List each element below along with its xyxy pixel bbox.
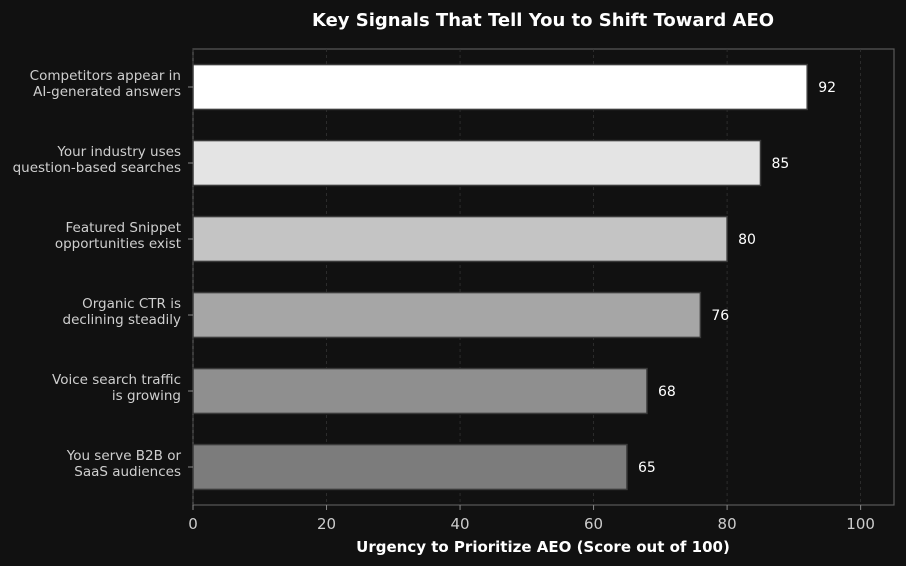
- category-label: Your industry uses question-based searche…: [13, 144, 181, 176]
- category-label-line: Voice search traffic: [52, 372, 181, 388]
- category-label-line: Organic CTR is: [82, 296, 181, 312]
- bar-value-label: 80: [738, 232, 756, 248]
- bar-value-label: 92: [818, 80, 836, 96]
- category-label-line: AI-generated answers: [33, 84, 181, 100]
- x-axis-label: Urgency to Prioritize AEO (Score out of …: [356, 538, 730, 556]
- category-label-line: declining steadily: [63, 312, 182, 328]
- x-tick-label: 20: [317, 515, 336, 533]
- category-label-line: You serve B2B or: [66, 448, 182, 464]
- x-tick-label: 0: [188, 515, 198, 533]
- bar: [192, 367, 648, 415]
- bar: [192, 291, 702, 339]
- category-label: Featured Snippet opportunities exist: [55, 220, 181, 252]
- category-label: You serve B2B or SaaS audiences: [66, 448, 182, 480]
- category-label-line: Competitors appear in: [30, 68, 181, 84]
- category-label: Voice search traffic is growing: [52, 372, 181, 404]
- bar: [192, 443, 628, 491]
- bar: [192, 139, 762, 187]
- category-label-line: question-based searches: [13, 160, 181, 176]
- bar-value-label: 76: [711, 308, 729, 324]
- category-label: Competitors appear in AI-generated answer…: [30, 68, 181, 100]
- x-tick-label: 60: [584, 515, 603, 533]
- x-tick-label: 40: [451, 515, 470, 533]
- bar: [192, 215, 728, 263]
- category-label: Organic CTR is declining steadily: [63, 296, 182, 328]
- x-tick-label: 80: [718, 515, 737, 533]
- category-label-line: opportunities exist: [55, 236, 181, 252]
- category-label-line: SaaS audiences: [74, 464, 181, 480]
- x-tick-label: 100: [846, 515, 875, 533]
- bar-value-label: 68: [658, 384, 676, 400]
- bar: [192, 63, 808, 111]
- bar-value-label: 85: [771, 156, 789, 172]
- category-label-line: is growing: [112, 388, 181, 404]
- bar-value-label: 65: [638, 460, 656, 476]
- category-label-line: Featured Snippet: [66, 220, 182, 236]
- category-label-line: Your industry uses: [56, 144, 181, 160]
- plot-area: 0 20 40 60 80 100 92 Competitors appear in AI-ge…: [13, 48, 895, 533]
- chart-title: Key Signals That Tell You to Shift Towar…: [312, 10, 774, 31]
